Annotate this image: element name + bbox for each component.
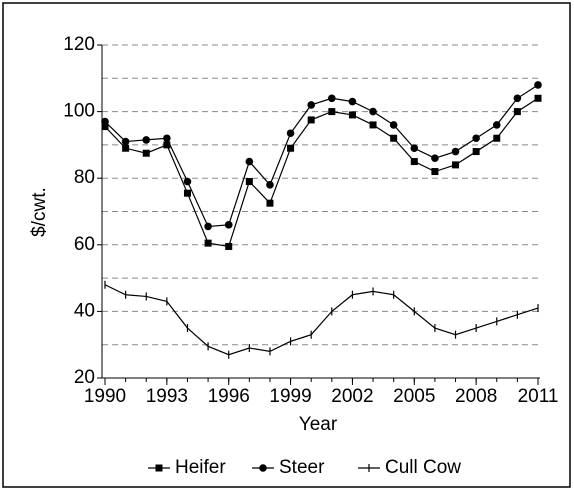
legend-label: Heifer	[175, 457, 226, 478]
marker	[431, 168, 439, 176]
marker	[348, 111, 356, 119]
legend-marker	[259, 464, 267, 472]
x-tick-label: 2008	[455, 386, 497, 407]
y-axis-label: $/cwt.	[29, 187, 50, 237]
marker	[307, 116, 315, 124]
marker	[451, 147, 460, 156]
y-tick-label: 20	[74, 367, 95, 388]
marker	[142, 149, 150, 157]
marker	[307, 101, 315, 109]
marker	[101, 123, 109, 131]
y-tick-label: 40	[74, 300, 95, 321]
marker	[513, 108, 521, 116]
marker	[204, 239, 212, 247]
marker	[472, 148, 480, 156]
marker	[225, 242, 233, 250]
marker	[534, 81, 542, 89]
marker	[204, 222, 212, 231]
marker	[121, 137, 130, 146]
marker	[245, 157, 254, 166]
series-line	[104, 284, 539, 356]
marker	[410, 144, 419, 153]
marker	[348, 97, 357, 106]
series-line	[104, 84, 539, 228]
marker	[287, 144, 295, 152]
x-tick-label: 2005	[393, 386, 435, 407]
x-tick-label: 1990	[84, 386, 126, 407]
x-tick-label: 1996	[208, 386, 250, 407]
x-axis-label: Year	[299, 414, 338, 435]
marker	[369, 121, 377, 129]
marker	[163, 141, 171, 149]
marker	[492, 121, 501, 129]
legend-marker	[155, 464, 163, 472]
marker	[389, 121, 398, 129]
marker	[493, 134, 501, 142]
marker	[101, 117, 109, 126]
x-tick-label: 2002	[331, 386, 373, 407]
marker	[163, 134, 171, 143]
marker	[431, 154, 439, 163]
marker	[224, 221, 233, 229]
marker	[410, 158, 418, 166]
marker	[266, 181, 274, 189]
marker	[390, 134, 398, 142]
marker	[122, 144, 130, 152]
x-tick-label: 1993	[146, 386, 188, 407]
marker	[513, 94, 522, 103]
marker	[266, 199, 274, 207]
x-tick-label: 2011	[518, 386, 559, 407]
series-line	[104, 97, 539, 248]
marker	[472, 134, 480, 143]
marker	[183, 189, 191, 197]
y-tick-label: 60	[74, 234, 95, 255]
marker	[452, 161, 460, 169]
y-tick-label: 100	[63, 101, 95, 122]
legend-label: Cull Cow	[385, 457, 461, 478]
marker	[369, 107, 377, 116]
marker	[534, 94, 542, 102]
marker	[328, 94, 336, 103]
x-tick-label: 1999	[269, 386, 311, 407]
legend-label: Steer	[279, 457, 325, 478]
marker	[183, 177, 192, 186]
marker	[328, 108, 336, 116]
marker	[286, 129, 295, 138]
y-tick-label: 80	[74, 167, 95, 188]
y-tick-label: 120	[63, 34, 95, 55]
marker	[245, 178, 253, 186]
marker	[142, 136, 151, 144]
